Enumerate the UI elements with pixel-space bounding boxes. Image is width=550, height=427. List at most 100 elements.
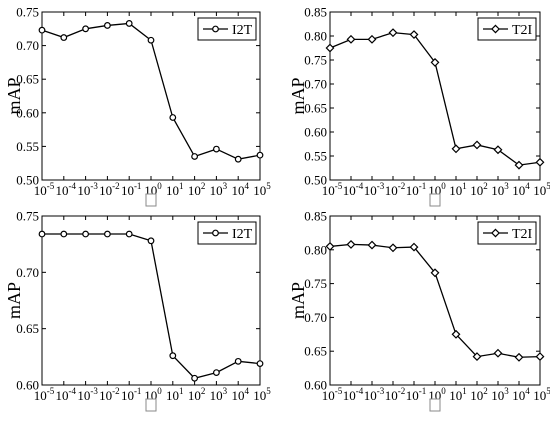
y-tick-label: 0.75 — [16, 5, 39, 20]
data-point — [125, 20, 133, 27]
x-tick-label: 103 — [210, 181, 228, 198]
y-tick-label: 0.50 — [304, 173, 327, 188]
x-tick-label: 101 — [449, 386, 467, 403]
x-tick-label: 10-5 — [322, 386, 343, 403]
data-point — [256, 360, 264, 367]
series-line-T2I — [329, 31, 541, 166]
y-tick-label: 0.60 — [304, 125, 327, 140]
chart-4: 0.60 0.65 0.70 0.75 0.80 0.85 10-5 10-4 10-3 10-2… — [288, 209, 550, 412]
y-tick-label: 0.70 — [16, 265, 39, 280]
x-tick-label: 104 — [231, 386, 249, 403]
legend-marker — [212, 25, 219, 33]
x-tick-label: 10-2 — [385, 181, 406, 198]
data-point — [60, 230, 68, 238]
x-tick-label: 10-2 — [99, 181, 120, 198]
data-point — [191, 153, 199, 160]
y-axis-title: mAP — [288, 77, 308, 114]
data-point — [472, 140, 482, 150]
data-point — [256, 151, 264, 159]
data-point — [82, 25, 89, 33]
data-point — [234, 357, 242, 365]
y-tick-label: 0.75 — [16, 209, 39, 224]
x-tick-label: 10-4 — [56, 181, 77, 198]
data-point — [103, 22, 111, 29]
y-tick-label: 0.65 — [304, 344, 327, 359]
x-tick-label: 101 — [166, 181, 184, 198]
x-tick-label: 102 — [470, 386, 488, 403]
data-point — [493, 145, 503, 155]
y-tick-label: 0.55 — [304, 149, 327, 164]
data-point — [535, 157, 545, 167]
x-tick-label: 103 — [210, 386, 228, 403]
y-tick-label: 0.70 — [304, 77, 327, 92]
data-point — [514, 160, 524, 170]
chart-2: 0.50 0.55 0.60 0.65 0.70 0.75 0.80 0.85 10-5 10-4… — [288, 5, 550, 207]
y-tick-label: 0.50 — [16, 173, 39, 188]
legend-marker — [491, 24, 500, 34]
x-tick-label: 10-3 — [77, 386, 98, 403]
y-tick-label: 0.75 — [304, 276, 327, 291]
x-tick-label: 104 — [512, 386, 530, 403]
y-tick-label: 0.80 — [304, 29, 327, 44]
x-tick-label: 10-1 — [406, 181, 427, 198]
x-tick-label: 10-1 — [121, 386, 142, 403]
data-point — [169, 352, 177, 360]
y-tick-label: 0.65 — [16, 72, 39, 87]
x-tick-label: 105 — [253, 386, 271, 403]
data-point — [367, 34, 377, 44]
x-tick-label: 104 — [512, 181, 530, 198]
data-point — [212, 369, 220, 377]
y-axis-title: mAP — [4, 282, 24, 319]
y-tick-label: 0.60 — [304, 378, 327, 393]
y-axis-title: mAP — [4, 77, 24, 114]
x-tick-label: 10-4 — [343, 181, 364, 198]
y-tick-label: 0.70 — [304, 310, 327, 325]
data-point — [346, 34, 356, 44]
y-tick-label: 0.65 — [304, 101, 327, 116]
y-axis-title: mAP — [288, 282, 308, 319]
x-tick-label: 10-4 — [343, 386, 364, 403]
x-axis-title-box — [429, 193, 441, 207]
data-point — [169, 114, 177, 121]
data-point — [82, 230, 89, 238]
legend-label: T2I — [512, 23, 533, 38]
data-point — [409, 242, 419, 252]
legend-label: I2T — [232, 227, 253, 242]
data-point — [212, 145, 220, 153]
data-point — [325, 241, 335, 251]
x-axis-title-box — [145, 193, 157, 207]
x-tick-label: 10-5 — [34, 386, 55, 403]
x-tick-label: 103 — [491, 181, 509, 198]
x-tick-label: 10-4 — [56, 386, 77, 403]
x-tick-label: 10-1 — [121, 181, 142, 198]
data-point — [409, 30, 419, 40]
x-tick-label: 10-3 — [77, 181, 98, 198]
data-point — [191, 374, 199, 382]
legend-label: T2I — [512, 227, 533, 242]
data-point — [38, 230, 46, 238]
y-tick-label: 0.85 — [304, 5, 327, 20]
x-tick-label: 101 — [449, 181, 467, 198]
y-tick-label: 0.70 — [16, 38, 39, 53]
data-point — [234, 155, 242, 163]
x-tick-label: 105 — [533, 386, 550, 403]
series-line-T2I — [329, 243, 541, 358]
data-point — [388, 28, 398, 38]
series-line-I2T — [42, 233, 261, 379]
x-tick-label: 101 — [166, 386, 184, 403]
legend-label: I2T — [232, 23, 253, 38]
x-tick-label: 10-5 — [34, 181, 55, 198]
data-point — [346, 239, 356, 249]
x-axis-title-box — [145, 398, 157, 412]
x-tick-label: 103 — [491, 386, 509, 403]
y-tick-label: 0.75 — [304, 53, 327, 68]
data-point — [430, 268, 440, 278]
x-axis-title-box — [429, 398, 441, 412]
legend-marker — [212, 229, 219, 237]
data-point — [147, 237, 155, 245]
x-tick-label: 102 — [188, 181, 206, 198]
data-point — [325, 43, 335, 53]
data-point — [472, 352, 482, 362]
